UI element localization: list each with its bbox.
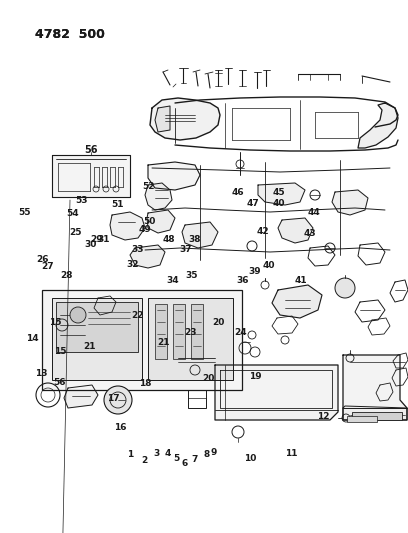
Circle shape	[104, 386, 132, 414]
Text: 34: 34	[167, 277, 179, 285]
Text: 18: 18	[139, 379, 151, 388]
Text: 6: 6	[181, 459, 188, 468]
Polygon shape	[150, 98, 220, 140]
Text: 7: 7	[192, 455, 198, 464]
Text: 56: 56	[84, 145, 98, 155]
Polygon shape	[332, 190, 368, 215]
Text: 42: 42	[257, 227, 269, 236]
Bar	[191, 304, 203, 359]
Text: 3: 3	[153, 449, 160, 458]
Polygon shape	[278, 218, 313, 243]
Text: 39: 39	[249, 267, 261, 276]
Text: 20: 20	[212, 319, 224, 327]
Polygon shape	[155, 106, 170, 132]
Text: 37: 37	[179, 245, 191, 254]
Polygon shape	[148, 162, 200, 190]
Polygon shape	[343, 406, 407, 420]
Text: 36: 36	[236, 277, 248, 285]
Polygon shape	[110, 212, 145, 240]
Polygon shape	[145, 183, 172, 210]
Text: 44: 44	[307, 208, 320, 216]
Bar	[352, 412, 402, 420]
Text: 32: 32	[126, 261, 139, 269]
Text: 22: 22	[131, 311, 144, 319]
Bar	[148, 298, 233, 380]
Polygon shape	[147, 210, 175, 233]
Polygon shape	[343, 355, 407, 420]
Text: 5: 5	[173, 454, 180, 463]
Text: 48: 48	[162, 236, 175, 244]
Text: 17: 17	[107, 394, 119, 403]
Bar	[42, 290, 242, 390]
Text: 11: 11	[285, 449, 297, 458]
Text: 40: 40	[263, 261, 275, 270]
Polygon shape	[182, 222, 218, 248]
Text: 4782  500: 4782 500	[35, 28, 105, 41]
Text: 4782  500: 4782 500	[35, 28, 105, 41]
Text: 14: 14	[27, 334, 39, 343]
Text: 23: 23	[184, 328, 197, 336]
Text: 43: 43	[304, 229, 316, 238]
Text: 24: 24	[234, 328, 246, 337]
Text: 9: 9	[211, 448, 217, 457]
Bar	[347, 416, 377, 422]
Text: 56: 56	[53, 378, 65, 387]
Text: 25: 25	[69, 228, 82, 237]
Text: 30: 30	[84, 240, 96, 249]
Text: 28: 28	[60, 271, 73, 280]
Polygon shape	[215, 365, 338, 420]
Polygon shape	[130, 245, 165, 268]
Polygon shape	[358, 103, 398, 148]
Text: 50: 50	[143, 217, 155, 225]
Text: 19: 19	[250, 373, 262, 381]
Text: 2: 2	[141, 456, 148, 465]
Text: 21: 21	[84, 342, 96, 351]
Polygon shape	[64, 385, 98, 408]
Text: 33: 33	[131, 245, 144, 254]
Circle shape	[335, 278, 355, 298]
Text: 40: 40	[273, 199, 285, 207]
Bar	[188, 390, 206, 408]
Text: 21: 21	[157, 338, 169, 347]
Text: 54: 54	[66, 209, 78, 217]
Text: 47: 47	[246, 199, 259, 207]
Bar	[155, 304, 167, 359]
Text: 41: 41	[295, 277, 307, 285]
Polygon shape	[52, 155, 130, 197]
Text: 53: 53	[75, 196, 88, 205]
Text: 12: 12	[317, 413, 330, 421]
Text: 31: 31	[98, 235, 110, 244]
Text: 55: 55	[18, 208, 31, 216]
Text: 15: 15	[54, 348, 67, 356]
Text: 52: 52	[143, 182, 155, 190]
Text: 8: 8	[203, 450, 210, 459]
Text: 26: 26	[36, 255, 48, 264]
Text: 51: 51	[111, 200, 123, 208]
Text: 20: 20	[202, 374, 214, 383]
Text: 27: 27	[42, 262, 54, 271]
Bar	[52, 298, 142, 380]
Text: 38: 38	[188, 236, 200, 244]
Bar	[56, 302, 138, 352]
Text: 49: 49	[138, 225, 151, 233]
Text: 35: 35	[186, 271, 198, 280]
Text: 29: 29	[91, 235, 103, 244]
Text: 16: 16	[114, 423, 126, 432]
Text: 15: 15	[49, 319, 61, 327]
Text: 13: 13	[35, 369, 47, 377]
Bar	[173, 304, 185, 359]
Text: 46: 46	[232, 189, 244, 197]
Text: 1: 1	[127, 450, 134, 459]
Circle shape	[70, 307, 86, 323]
Text: 45: 45	[273, 189, 285, 197]
Text: 4: 4	[164, 449, 171, 458]
Polygon shape	[258, 183, 305, 205]
Text: 10: 10	[244, 455, 257, 463]
Polygon shape	[272, 285, 322, 318]
